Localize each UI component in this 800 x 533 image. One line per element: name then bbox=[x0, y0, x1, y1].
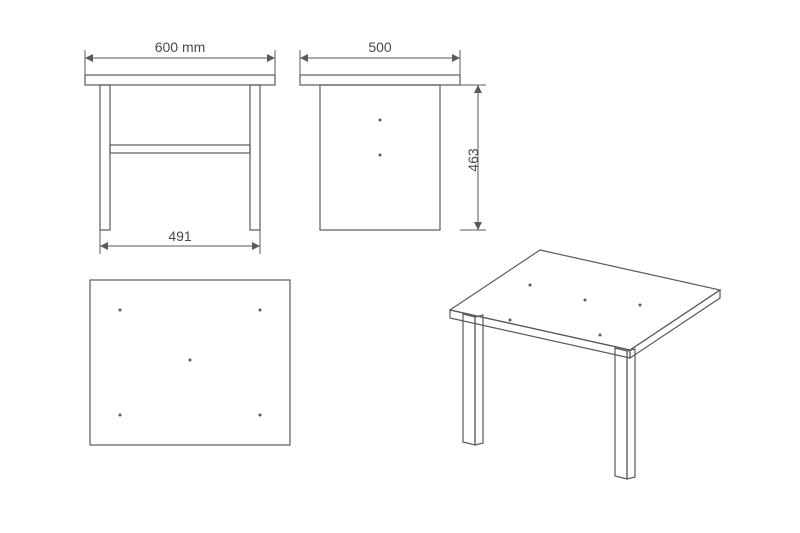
iso-leg-left-side bbox=[475, 315, 483, 445]
isometric-view bbox=[450, 250, 720, 479]
front-view: 600 mm 491 bbox=[85, 39, 275, 254]
technical-drawing: 600 mm 491 500 bbox=[0, 0, 800, 533]
dim-491-label: 491 bbox=[168, 228, 192, 244]
iso-top-edge-right bbox=[630, 290, 720, 358]
dim-463-label: 463 bbox=[465, 148, 481, 172]
dim-491: 491 bbox=[100, 228, 260, 254]
front-shelf bbox=[110, 145, 250, 153]
dim-500: 500 bbox=[300, 39, 460, 75]
iso-dot bbox=[639, 304, 642, 307]
iso-dot bbox=[584, 299, 587, 302]
dim-600-label: 600 mm bbox=[155, 39, 206, 55]
front-top bbox=[85, 75, 275, 85]
top-dot bbox=[259, 414, 262, 417]
side-view: 500 463 bbox=[300, 39, 486, 230]
dim-463: 463 bbox=[460, 85, 486, 230]
dim-500-label: 500 bbox=[368, 39, 392, 55]
top-view bbox=[90, 280, 290, 445]
iso-leg-right-side bbox=[627, 349, 635, 479]
iso-top-edge-front bbox=[450, 310, 630, 358]
iso-dot bbox=[599, 334, 602, 337]
side-top bbox=[300, 75, 460, 85]
top-dot bbox=[119, 309, 122, 312]
side-dot bbox=[379, 119, 382, 122]
side-body bbox=[320, 85, 440, 230]
front-leg-right bbox=[250, 85, 260, 230]
iso-leg-right bbox=[615, 348, 627, 479]
side-dot bbox=[379, 154, 382, 157]
top-dot bbox=[259, 309, 262, 312]
iso-dot bbox=[509, 319, 512, 322]
top-dot bbox=[119, 414, 122, 417]
iso-dot bbox=[529, 284, 532, 287]
top-rect bbox=[90, 280, 290, 445]
top-dot bbox=[189, 359, 192, 362]
iso-leg-left bbox=[463, 314, 475, 445]
dim-600: 600 mm bbox=[85, 39, 275, 75]
front-leg-left bbox=[100, 85, 110, 230]
